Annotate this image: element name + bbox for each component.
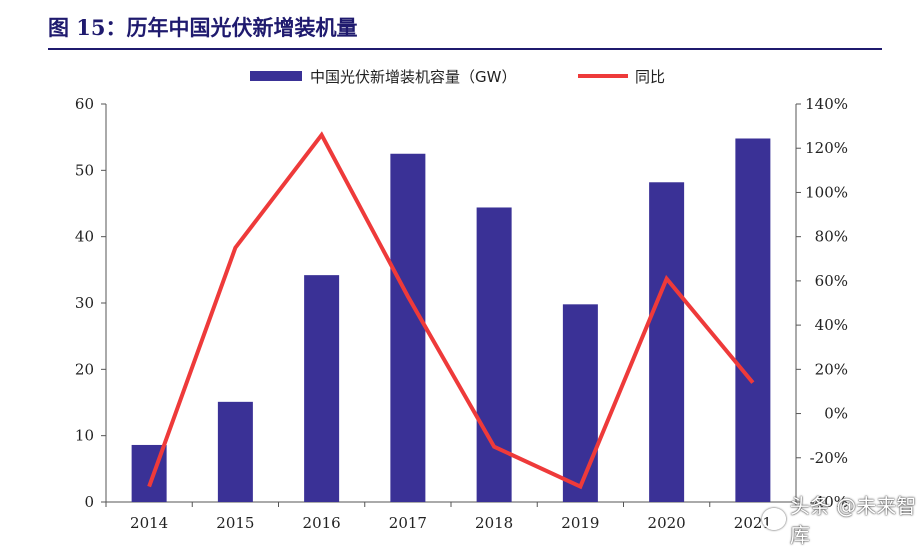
legend: 中国光伏新增装机容量（GW） 同比 <box>250 68 665 86</box>
right-tick-label: -20% <box>810 449 848 467</box>
x-tick-label: 2018 <box>475 514 513 532</box>
right-tick-label: 0% <box>824 405 848 423</box>
x-tick-label: 2019 <box>561 514 599 532</box>
watermark-text: 头条 @未来智库 <box>790 490 922 548</box>
left-tick-label: 30 <box>75 294 94 312</box>
left-tick-label: 50 <box>75 161 94 179</box>
bar-2019 <box>563 304 598 502</box>
chart: 中国光伏新增装机容量（GW）同比 0102030405060-40%-20%0%… <box>0 0 922 536</box>
watermark: 头条 @未来智库 <box>762 490 922 548</box>
legend-swatch-bar <box>250 71 302 81</box>
x-tick-label: 2017 <box>389 514 427 532</box>
right-tick-label: 20% <box>815 360 848 378</box>
legend-label-line: 同比 <box>635 68 665 86</box>
right-tick-label: 100% <box>805 183 848 201</box>
bar-series <box>132 138 771 502</box>
bar-2016 <box>304 275 339 502</box>
left-tick-label: 20 <box>75 360 94 378</box>
right-tick-label: 140% <box>805 95 848 113</box>
x-tick-label: 2020 <box>648 514 686 532</box>
axes: 0102030405060-40%-20%0%20%40%60%80%100%1… <box>75 95 848 511</box>
x-tick-label: 2016 <box>303 514 341 532</box>
left-tick-label: 60 <box>75 95 94 113</box>
right-tick-label: 40% <box>815 316 848 334</box>
bar-2020 <box>649 182 684 502</box>
left-tick-label: 10 <box>75 427 94 445</box>
bar-2017 <box>390 154 425 502</box>
bar-2021 <box>735 138 770 502</box>
right-tick-label: 120% <box>805 139 848 157</box>
legend-label-bar: 中国光伏新增装机容量（GW） <box>310 68 516 86</box>
x-tick-label: 2015 <box>216 514 254 532</box>
right-tick-label: 60% <box>815 272 848 290</box>
bar-2015 <box>218 402 253 502</box>
right-tick-label: 80% <box>815 228 848 246</box>
bar-2018 <box>477 207 512 502</box>
left-tick-label: 40 <box>75 228 94 246</box>
left-tick-label: 0 <box>84 493 94 511</box>
wechat-icon <box>762 508 786 530</box>
x-tick-label: 2014 <box>130 514 168 532</box>
